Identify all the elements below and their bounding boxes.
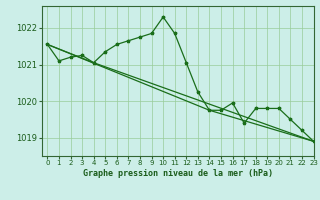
X-axis label: Graphe pression niveau de la mer (hPa): Graphe pression niveau de la mer (hPa) [83, 169, 273, 178]
